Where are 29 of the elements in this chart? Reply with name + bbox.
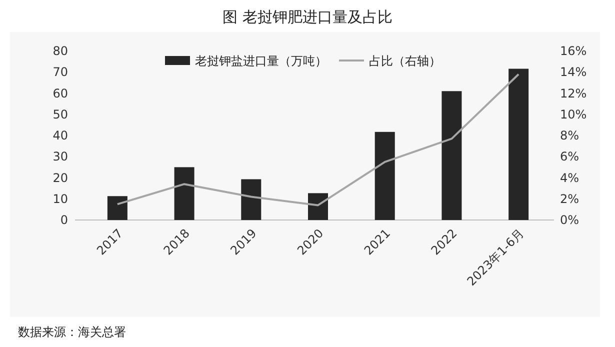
y-tick-label: 70 bbox=[52, 65, 68, 80]
bar bbox=[374, 132, 395, 220]
legend-label: 老挝钾盐进口量（万吨） bbox=[195, 54, 327, 68]
source-note: 数据来源：海关总署 bbox=[18, 325, 126, 339]
y-tick-label: 10 bbox=[52, 192, 68, 206]
y-tick-label: 0 bbox=[60, 213, 68, 227]
legend-label: 占比（右轴） bbox=[369, 54, 441, 68]
bar bbox=[442, 91, 462, 220]
y-tick-label: 60 bbox=[52, 86, 68, 100]
bar bbox=[241, 179, 262, 220]
y2-tick-label: 10% bbox=[560, 107, 587, 122]
y-tick-label: 50 bbox=[52, 107, 68, 122]
y2-tick-label: 8% bbox=[560, 128, 580, 142]
y2-tick-label: 6% bbox=[560, 150, 580, 164]
y2-tick-label: 0% bbox=[560, 213, 580, 227]
y-tick-label: 30 bbox=[52, 150, 68, 164]
bar bbox=[107, 196, 128, 220]
y-tick-label: 20 bbox=[52, 170, 68, 185]
y2-tick-label: 12% bbox=[560, 86, 587, 100]
y2-tick-label: 16% bbox=[560, 44, 587, 58]
y2-tick-label: 14% bbox=[560, 65, 587, 80]
y2-tick-label: 4% bbox=[560, 170, 580, 185]
chart-title: 图 老挝钾肥进口量及占比 bbox=[222, 8, 392, 26]
y-tick-label: 40 bbox=[52, 128, 68, 142]
y-tick-label: 80 bbox=[52, 44, 68, 58]
bar bbox=[308, 193, 328, 220]
bar bbox=[508, 68, 529, 220]
y2-tick-label: 2% bbox=[560, 192, 580, 206]
bar bbox=[174, 167, 194, 220]
